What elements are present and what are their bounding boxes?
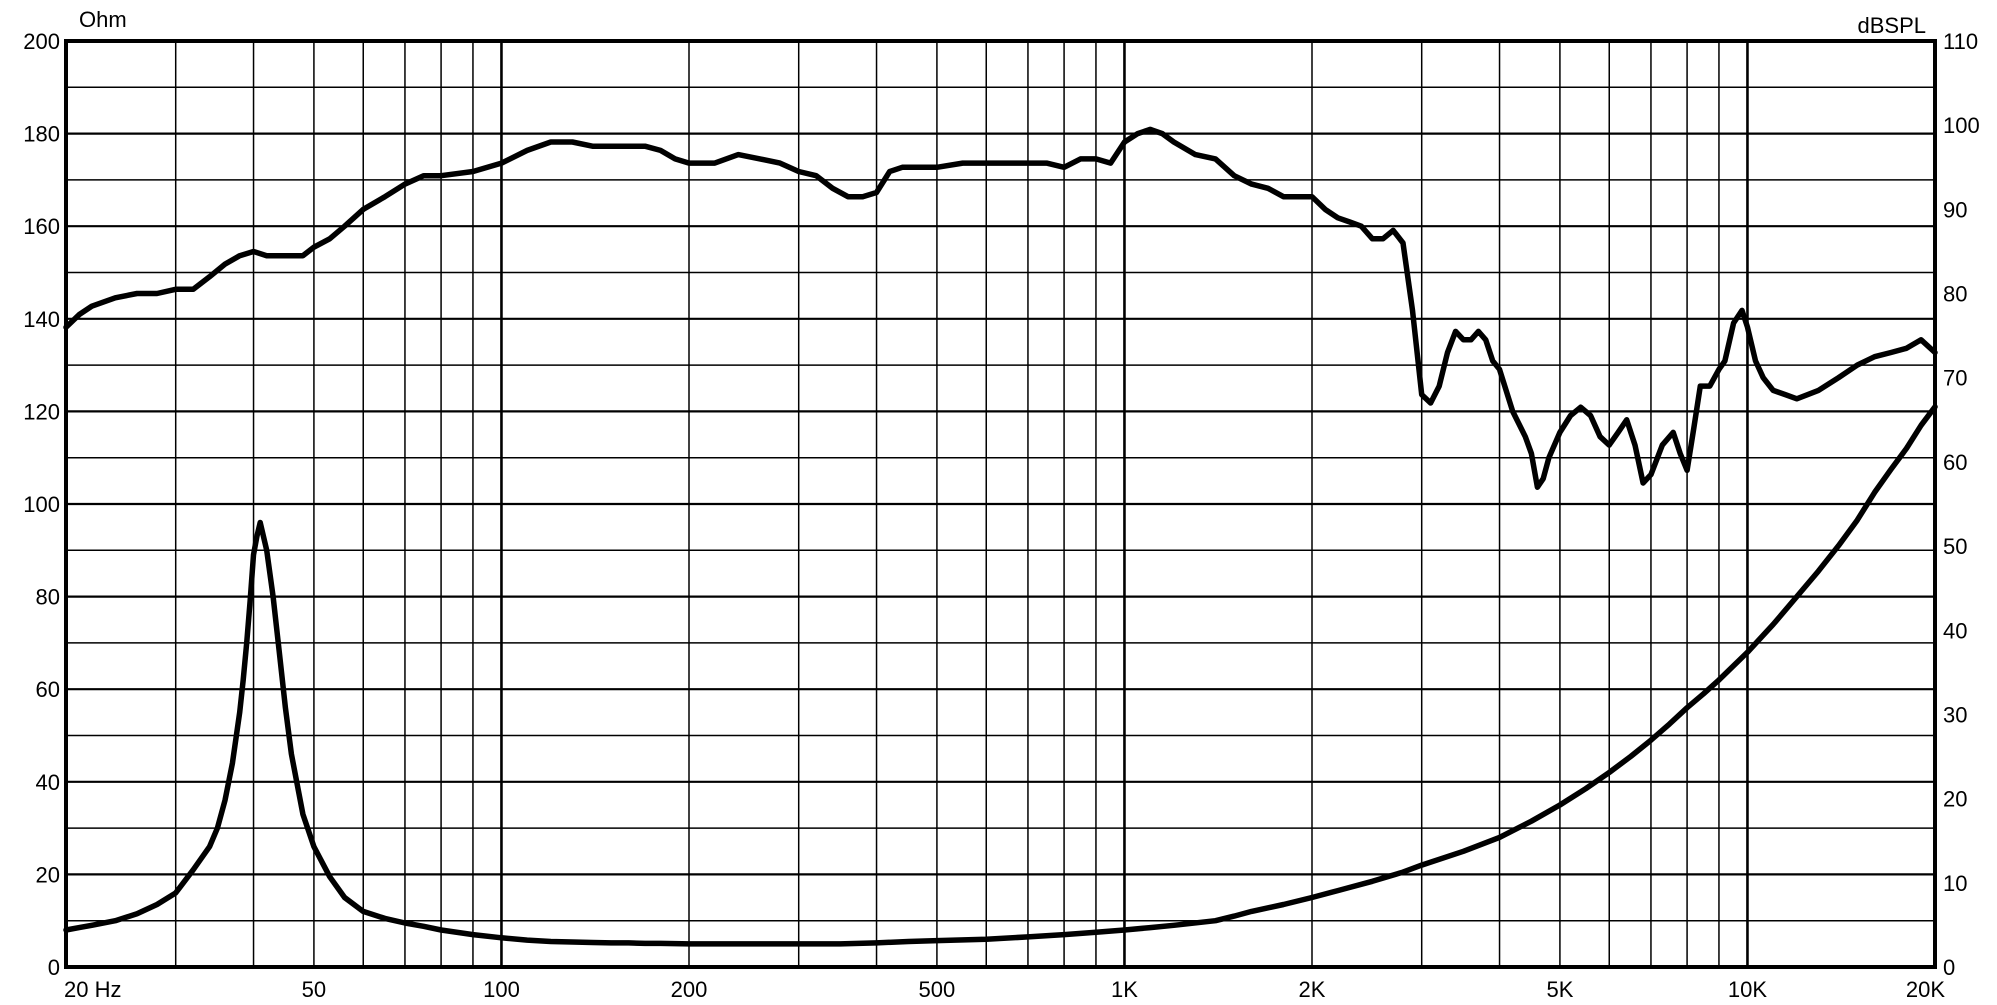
left-tick-label: 0 [48, 955, 60, 980]
impedance-curve [63, 404, 1938, 947]
x-tick-label: 200 [671, 977, 708, 1002]
x-tick-label: 10K [1728, 977, 1767, 1002]
left-axis-label: Ohm [79, 7, 127, 32]
right-tick-label: 90 [1943, 197, 1967, 222]
right-tick-label: 110 [1943, 29, 1978, 54]
horizontal-gridlines [66, 86, 1935, 922]
left-tick-label: 160 [23, 214, 60, 239]
left-tick-label: 20 [36, 862, 60, 887]
x-tick-label: 100 [483, 977, 520, 1002]
x-tick-label: 20 Hz [64, 977, 121, 1002]
right-tick-label: 0 [1943, 955, 1955, 980]
plot-frame [64, 39, 1937, 969]
right-axis-ticks: 0 10 20 30 40 50 60 70 80 90 100 110 [1943, 29, 1980, 980]
right-tick-label: 40 [1943, 618, 1967, 643]
x-tick-label: 1K [1111, 977, 1138, 1002]
left-tick-label: 120 [23, 399, 60, 424]
x-tick-label: 5K [1546, 977, 1573, 1002]
right-tick-label: 50 [1943, 534, 1967, 559]
left-axis-ticks: 0 20 40 60 80 100 120 140 160 180 200 [23, 29, 60, 980]
right-tick-label: 100 [1943, 113, 1980, 138]
left-tick-label: 100 [23, 492, 60, 517]
right-tick-label: 80 [1943, 282, 1967, 307]
x-axis-ticks: 20 Hz 50 100 200 500 1K 2K 5K 10K 20K [64, 977, 1945, 1002]
x-tick-label: 20K [1906, 977, 1945, 1002]
right-tick-label: 60 [1943, 450, 1967, 475]
right-axis-label: dBSPL [1858, 13, 1927, 38]
right-tick-label: 30 [1943, 702, 1967, 727]
left-tick-label: 40 [36, 770, 60, 795]
spl-curve [63, 126, 1938, 490]
x-tick-label: 500 [919, 977, 956, 1002]
curves [63, 126, 1938, 947]
right-tick-label: 10 [1943, 871, 1967, 896]
left-tick-label: 60 [36, 677, 60, 702]
left-tick-label: 200 [23, 29, 60, 54]
right-tick-label: 70 [1943, 366, 1967, 391]
left-tick-label: 80 [36, 585, 60, 610]
x-tick-label: 2K [1299, 977, 1326, 1002]
left-tick-label: 140 [23, 307, 60, 332]
right-tick-label: 20 [1943, 787, 1967, 812]
left-tick-label: 180 [23, 122, 60, 147]
x-tick-label: 50 [302, 977, 326, 1002]
